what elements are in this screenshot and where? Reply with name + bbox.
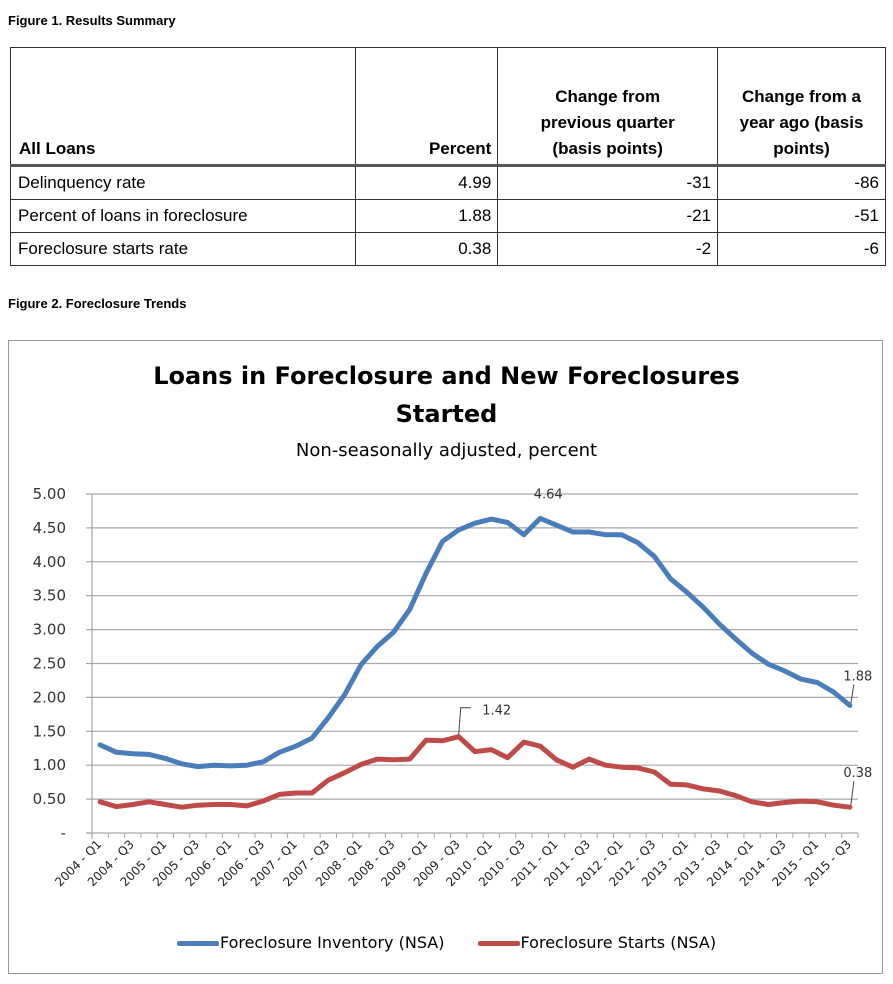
results-summary-table: All Loans Percent Change from previous q… <box>10 47 886 266</box>
y-tick-label: 4.50 <box>33 519 66 537</box>
chart-title-line1: Loans in Foreclosure and New Foreclosure… <box>153 362 740 390</box>
row-yoy: -51 <box>717 199 886 233</box>
series-lines <box>97 515 853 810</box>
chart-frame <box>8 340 883 974</box>
row-qoq: -2 <box>497 232 719 266</box>
header-change-quarter: Change from previous quarter (basis poin… <box>497 47 719 166</box>
figure1-caption: Figure 1. Results Summary <box>8 13 176 28</box>
legend-label-inventory: Foreclosure Inventory (NSA) <box>219 933 445 952</box>
table-row: Delinquency rate 4.99 -31 -86 <box>10 165 886 200</box>
y-tick-label: 3.50 <box>33 587 66 605</box>
row-percent: 1.88 <box>354 199 499 233</box>
data-labels: 4.64 1.88 1.42 0.38 <box>458 487 872 806</box>
row-qoq: -31 <box>497 165 719 200</box>
data-label: 1.42 <box>482 704 511 719</box>
chart-title-line2: Started <box>395 400 498 428</box>
legend-item-inventory[interactable]: Foreclosure Inventory (NSA) <box>176 933 445 952</box>
starts-line <box>97 734 853 810</box>
header-all-loans: All Loans <box>10 47 356 166</box>
legend-item-starts[interactable]: Foreclosure Starts (NSA) <box>477 933 717 952</box>
legend-swatch-starts <box>477 941 520 946</box>
data-label: 4.64 <box>534 487 563 502</box>
axes <box>86 494 859 839</box>
y-tick-label: 2.50 <box>33 655 66 673</box>
header-change-year-text: Change from a year ago (basis points) <box>739 87 864 158</box>
figure2-caption: Figure 2. Foreclosure Trends <box>8 296 187 311</box>
y-tick-label: 5.00 <box>33 485 66 503</box>
header-change-quarter-text: Change from previous quarter (basis poin… <box>540 87 675 158</box>
chart-legend: Foreclosure Inventory (NSA) Foreclosure … <box>0 933 893 952</box>
table-header-row: All Loans Percent Change from previous q… <box>10 47 886 166</box>
data-label: 0.38 <box>843 766 872 781</box>
header-change-year: Change from a year ago (basis points) <box>717 47 886 166</box>
row-label: Percent of loans in foreclosure <box>10 199 356 233</box>
y-tick-label: 1.50 <box>33 722 66 740</box>
y-tick-label: 4.00 <box>33 553 66 571</box>
row-percent: 0.38 <box>354 232 499 266</box>
inventory-line <box>97 515 853 770</box>
y-tick-label: 1.00 <box>33 756 66 774</box>
row-yoy: -86 <box>717 165 886 200</box>
row-yoy: -6 <box>717 232 886 266</box>
y-tick-label: 2.00 <box>33 688 66 706</box>
y-tick-label: - <box>61 824 66 842</box>
y-axis-ticks: - 0.50 1.00 1.50 2.00 2.50 3.00 3.50 4.00 4.50 5.0… <box>33 485 66 842</box>
chart-subtitle: Non-seasonally adjusted, percent <box>295 440 598 461</box>
header-percent: Percent <box>354 47 499 166</box>
row-label: Foreclosure starts rate <box>10 232 356 266</box>
y-tick-label: 0.50 <box>33 790 66 808</box>
legend-label-starts: Foreclosure Starts (NSA) <box>520 933 717 952</box>
row-qoq: -21 <box>497 199 719 233</box>
y-tick-label: 3.00 <box>33 621 66 639</box>
table-row: Foreclosure starts rate 0.38 -2 -6 <box>10 232 886 266</box>
legend-swatch-inventory <box>176 941 219 946</box>
data-label: 1.88 <box>843 670 872 685</box>
table-row: Percent of loans in foreclosure 1.88 -21… <box>10 199 886 233</box>
gridlines <box>86 493 858 834</box>
